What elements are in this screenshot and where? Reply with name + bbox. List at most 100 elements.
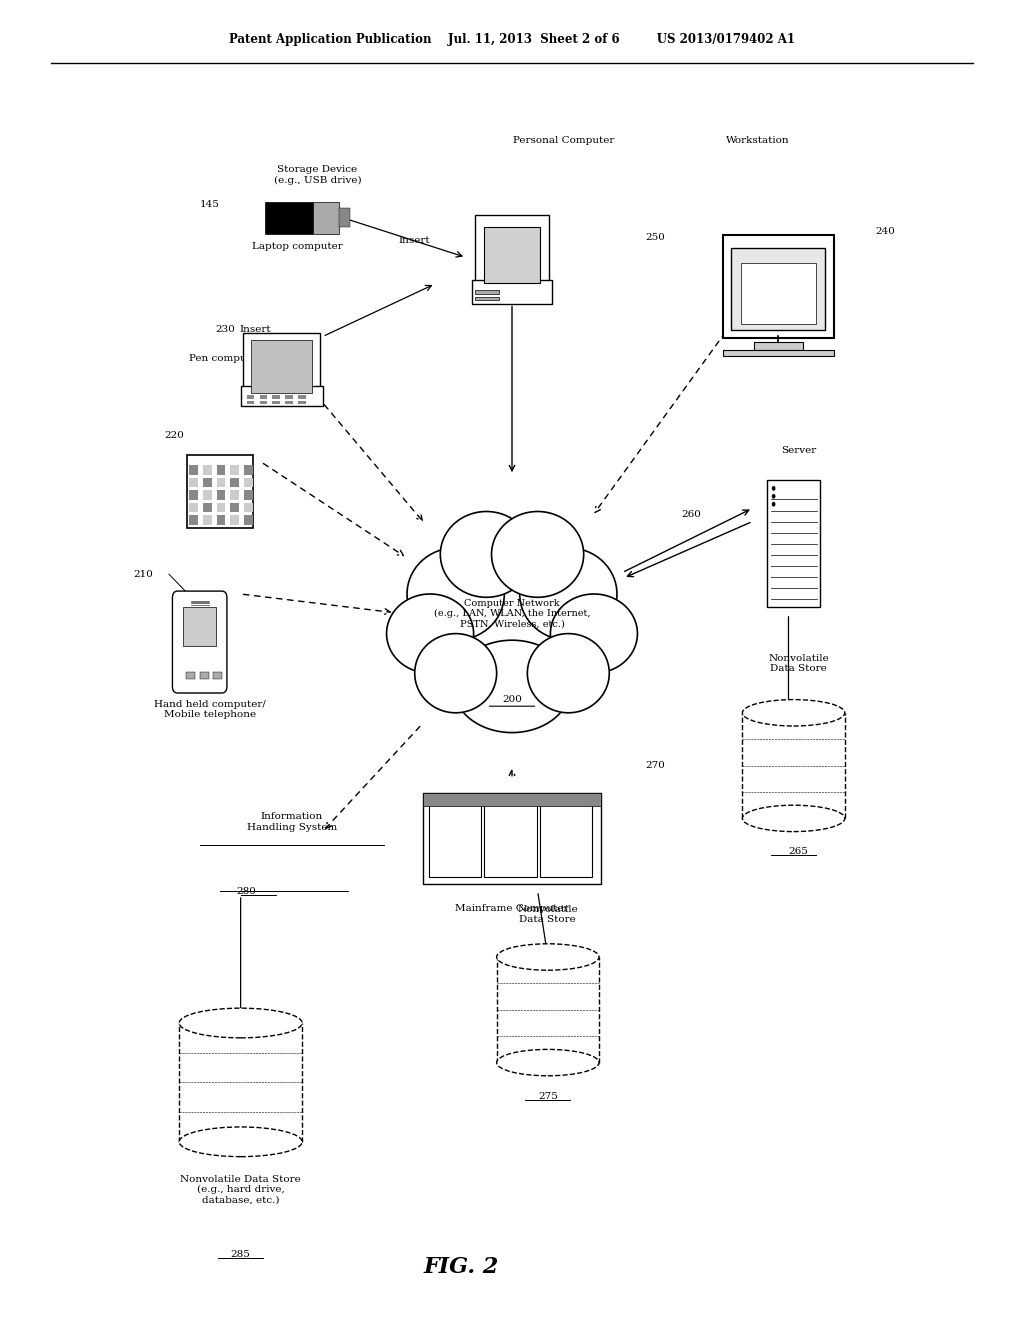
Bar <box>272 401 281 404</box>
Bar <box>213 672 222 680</box>
Bar <box>217 478 225 487</box>
Text: Nonvolatile
Data Store: Nonvolatile Data Store <box>768 653 829 673</box>
Bar <box>540 800 592 876</box>
Bar <box>217 503 225 512</box>
Bar <box>244 478 253 487</box>
Bar <box>203 466 212 475</box>
Bar <box>183 607 216 647</box>
Ellipse shape <box>742 700 845 726</box>
Bar <box>179 1023 302 1142</box>
Text: Computer Network
(e.g., LAN, WLAN, the Internet,
PSTN, Wireless, etc.): Computer Network (e.g., LAN, WLAN, the I… <box>434 599 590 628</box>
Text: Personal Computer: Personal Computer <box>513 136 613 145</box>
Bar <box>484 227 540 284</box>
Bar <box>241 385 323 407</box>
Text: Insert: Insert <box>240 326 271 334</box>
Bar <box>251 341 312 393</box>
Text: 145: 145 <box>200 201 219 209</box>
Bar <box>260 401 267 404</box>
Bar <box>189 478 199 487</box>
Circle shape <box>772 502 775 507</box>
Bar <box>200 672 209 680</box>
Text: Mainframe Computer: Mainframe Computer <box>456 904 568 913</box>
Bar <box>475 297 499 301</box>
Bar <box>285 401 293 404</box>
Text: 285: 285 <box>230 1250 251 1259</box>
Text: 260: 260 <box>681 511 700 519</box>
Bar <box>217 466 225 475</box>
Bar <box>339 209 350 227</box>
Ellipse shape <box>386 594 473 673</box>
Bar <box>230 478 240 487</box>
Bar <box>265 202 313 234</box>
Bar <box>189 503 199 512</box>
Bar <box>723 350 834 356</box>
Ellipse shape <box>497 944 599 970</box>
Bar <box>189 491 199 500</box>
Ellipse shape <box>407 548 504 640</box>
Text: Insert: Insert <box>399 236 430 244</box>
Bar <box>203 516 212 525</box>
Text: 240: 240 <box>876 227 895 235</box>
Bar <box>497 957 599 1063</box>
Text: Laptop computer: Laptop computer <box>252 242 342 251</box>
Ellipse shape <box>527 634 609 713</box>
Bar <box>230 491 240 500</box>
Text: FIG. 2: FIG. 2 <box>423 1257 499 1278</box>
Circle shape <box>772 486 775 491</box>
Bar <box>313 202 339 234</box>
Bar <box>203 478 212 487</box>
Bar <box>186 672 196 680</box>
Text: Storage Device
(e.g., USB drive): Storage Device (e.g., USB drive) <box>273 165 361 185</box>
Ellipse shape <box>415 634 497 713</box>
Bar <box>484 800 537 876</box>
Ellipse shape <box>742 805 845 832</box>
Text: 280: 280 <box>236 887 256 896</box>
Bar <box>244 516 253 525</box>
Ellipse shape <box>520 548 616 640</box>
Text: Pen computer: Pen computer <box>188 354 262 363</box>
Bar <box>217 516 225 525</box>
Bar <box>247 401 255 404</box>
Bar <box>230 466 240 475</box>
Bar <box>472 280 552 304</box>
Text: Workstation: Workstation <box>726 136 790 145</box>
Bar <box>230 503 240 512</box>
Bar <box>230 516 240 525</box>
Bar <box>244 334 319 400</box>
Bar <box>189 466 199 475</box>
Bar <box>475 290 499 293</box>
Text: 275: 275 <box>538 1092 558 1101</box>
Text: 270: 270 <box>645 762 665 770</box>
Bar <box>423 792 601 884</box>
Text: Nonvolatile Data Store
(e.g., hard drive,
database, etc.): Nonvolatile Data Store (e.g., hard drive… <box>180 1175 301 1205</box>
Bar <box>731 248 825 330</box>
Bar <box>272 396 281 399</box>
Text: Patent Application Publication    Jul. 11, 2013  Sheet 2 of 6         US 2013/01: Patent Application Publication Jul. 11, … <box>229 33 795 46</box>
Text: Server: Server <box>781 446 816 455</box>
Bar <box>285 396 293 399</box>
Ellipse shape <box>453 640 571 733</box>
Ellipse shape <box>440 511 532 597</box>
Bar <box>298 396 306 399</box>
Bar <box>768 480 820 607</box>
Bar <box>740 263 816 325</box>
Text: 250: 250 <box>645 234 665 242</box>
Bar <box>244 466 253 475</box>
Text: Nonvolatile
Data Store: Nonvolatile Data Store <box>517 904 579 924</box>
Ellipse shape <box>179 1008 302 1038</box>
Ellipse shape <box>492 511 584 597</box>
Bar <box>423 792 601 807</box>
Bar <box>247 396 255 399</box>
Text: 200: 200 <box>502 696 522 704</box>
Circle shape <box>772 494 775 499</box>
Bar <box>217 491 225 500</box>
Text: Information
Handling System: Information Handling System <box>247 812 337 832</box>
Bar <box>189 516 199 525</box>
Text: 230: 230 <box>215 326 234 334</box>
Bar <box>723 235 834 338</box>
Ellipse shape <box>442 565 582 676</box>
Ellipse shape <box>551 594 637 673</box>
Bar <box>244 491 253 500</box>
Text: 210: 210 <box>134 570 154 578</box>
Bar <box>298 401 306 404</box>
